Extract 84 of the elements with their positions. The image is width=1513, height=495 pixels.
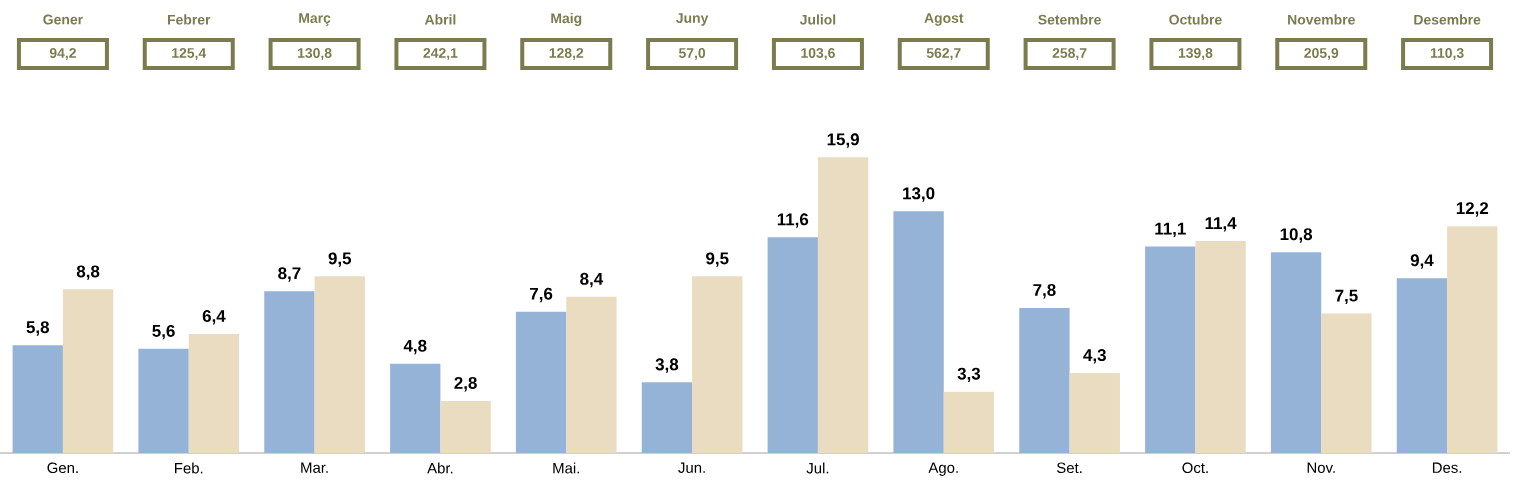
bar <box>817 157 869 453</box>
category-label: Setembre <box>1038 14 1101 25</box>
data-label: 11,1 <box>1155 222 1186 238</box>
bar <box>390 363 441 453</box>
text: 125,4 <box>172 48 207 60</box>
data-label: 15,9 <box>827 133 859 148</box>
text: 139,8 <box>1178 48 1213 60</box>
data-label: 8,7 <box>278 267 301 282</box>
category-label: Octubre <box>1169 14 1222 25</box>
text: 94,2 <box>49 48 76 60</box>
bar <box>692 276 743 453</box>
x-tick-label: Set. <box>1056 462 1082 474</box>
bar <box>1145 246 1196 453</box>
x-tick-label: Mai. <box>553 462 579 474</box>
data-label: 10,8 <box>1280 228 1313 243</box>
x-tick-label: Feb. <box>175 462 203 474</box>
text: 205,9 <box>1304 48 1339 60</box>
bar <box>440 400 491 453</box>
bar <box>767 237 818 453</box>
data-label: 9,5 <box>706 252 729 267</box>
data-label: 8,8 <box>76 265 100 280</box>
data-label: 9,5 <box>328 252 352 267</box>
x-tick-label: Abr. <box>427 462 453 474</box>
bar <box>641 382 693 453</box>
category-label: Abril <box>424 14 456 25</box>
category-label: Juliol <box>799 14 836 25</box>
x-tick-label: Oct. <box>1182 462 1208 474</box>
category-label: Març <box>299 13 331 26</box>
bar <box>1321 313 1372 453</box>
bar <box>314 276 365 453</box>
data-label: 5,6 <box>152 324 175 340</box>
bar <box>138 348 189 453</box>
bar <box>1396 278 1448 453</box>
text: 57,0 <box>678 48 706 60</box>
x-tick-label: Jun. <box>678 462 705 473</box>
bar <box>12 345 63 453</box>
bar <box>566 296 617 453</box>
data-label: 3,3 <box>957 367 981 383</box>
data-label: 11,6 <box>777 213 809 228</box>
category-label: Desembre <box>1414 14 1481 25</box>
bar <box>893 211 944 453</box>
data-label: 7,8 <box>1033 283 1056 299</box>
category-label: Novembre <box>1288 14 1355 25</box>
x-tick-label: Gen. <box>47 462 78 474</box>
data-label: 12,2 <box>1456 202 1489 217</box>
category-label: Maig <box>551 12 582 27</box>
bar <box>943 391 995 453</box>
data-label: 5,8 <box>26 321 50 336</box>
text: 562,7 <box>926 48 961 60</box>
text: 242,1 <box>423 48 458 60</box>
bar <box>1270 252 1322 453</box>
bar <box>264 291 315 453</box>
text: 258,7 <box>1052 48 1087 60</box>
data-label: 6,4 <box>202 310 226 325</box>
data-label: 3,8 <box>655 358 679 373</box>
data-label: 7,6 <box>530 287 553 303</box>
bar <box>188 333 240 453</box>
text: 130,8 <box>298 48 332 60</box>
text: 103,6 <box>801 48 835 60</box>
category-label: Juny <box>676 13 709 26</box>
data-label: 8,4 <box>580 272 604 288</box>
bar <box>1447 226 1498 453</box>
bar <box>1019 307 1070 453</box>
data-label: 4,3 <box>1083 349 1106 364</box>
text: 110,3 <box>1430 48 1464 60</box>
bar <box>515 311 567 453</box>
data-label: 11,4 <box>1205 217 1237 232</box>
text: 128,2 <box>549 48 584 60</box>
data-label: 2,8 <box>454 376 477 392</box>
x-tick-label: Ago. <box>928 462 958 476</box>
data-label: 7,5 <box>1335 289 1358 305</box>
x-tick-label: Nov. <box>1307 462 1335 473</box>
bar <box>62 289 114 453</box>
data-label: 4,8 <box>403 339 427 355</box>
bar <box>1195 241 1246 453</box>
category-label: Gener <box>43 14 83 25</box>
category-label: Febrer <box>167 14 211 25</box>
x-tick-label: Jul. <box>806 462 829 474</box>
category-label: Agost <box>924 13 964 26</box>
data-label: 9,4 <box>1410 254 1434 269</box>
x-tick-label: Mar. <box>301 462 328 473</box>
x-tick-label: Des. <box>1432 462 1462 473</box>
data-label: 13,0 <box>903 187 935 202</box>
bar <box>1069 373 1120 453</box>
